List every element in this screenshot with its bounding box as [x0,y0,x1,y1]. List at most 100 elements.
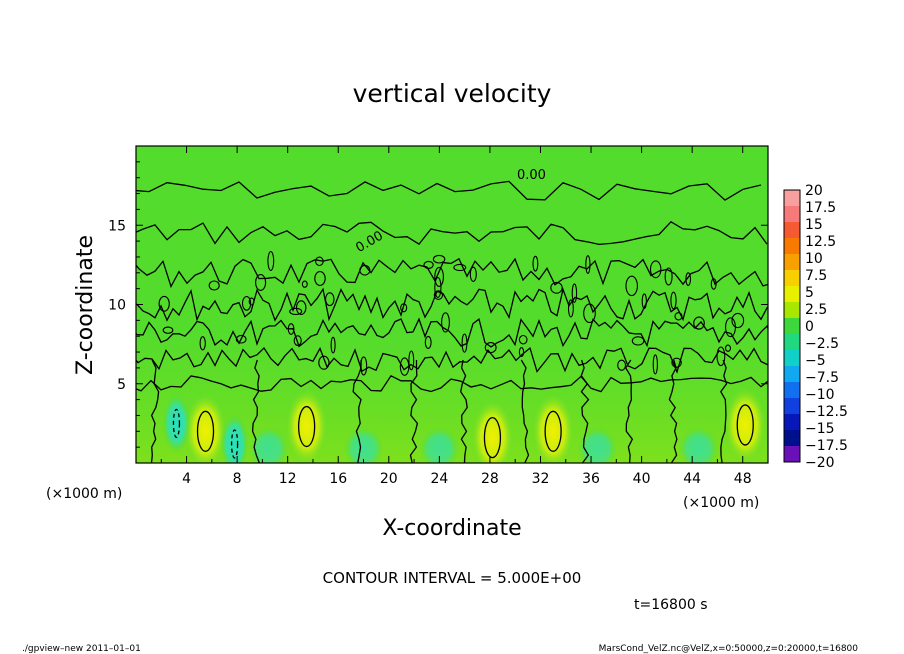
small-contour [399,357,410,376]
z-unit-label: (×1000 m) [683,495,759,511]
small-contour [461,333,468,353]
small-contour [248,297,255,306]
colorbar-label: −12.5 [805,404,848,420]
colorbar-label: 20 [805,183,823,199]
small-contour [432,254,446,264]
colorbar-swatch [784,366,800,383]
zero-contour [136,257,768,289]
small-contour [724,344,732,352]
small-contour [518,347,525,358]
x-unit-label: (×1000 m) [46,486,122,502]
downdraft-cell [220,413,249,463]
small-contour [295,300,307,315]
colorbar-label: −15 [805,421,835,437]
x-tick-label: 28 [481,471,499,487]
small-contour [641,293,647,310]
plot-area [136,146,768,463]
small-contour [325,292,335,307]
small-contour [664,267,673,286]
small-contour [583,303,596,324]
small-contour [235,334,247,344]
colorbar-swatch [784,286,800,303]
small-contour [408,350,415,371]
small-contour [469,266,477,282]
x-tick-label: 40 [633,471,651,487]
plume-boundary [352,359,362,463]
chart-title: vertical velocity [353,79,552,108]
colorbar-swatch [784,190,800,207]
x-tick-label: 8 [233,471,242,487]
zero-contour [136,346,768,374]
y-tick-label: 15 [108,218,126,234]
small-contour [670,291,677,310]
y-tick-label: 5 [117,377,126,393]
colorbar-swatch [784,398,800,415]
zero-contour [136,180,762,201]
colorbar-swatch [784,270,800,287]
small-contour [289,307,303,316]
downdraft-contour [230,429,239,459]
colorbar-swatch [784,334,800,351]
small-contour [434,266,444,287]
updraft-contour [196,410,215,452]
x-axis-label: X-coordinate [382,516,521,541]
zero-contour [136,287,768,322]
colorbar-swatch [784,350,800,367]
y-axis: 5 10 15 [108,161,768,448]
colorbar-label: −5 [805,353,826,369]
updraft-cell [723,384,768,463]
plume-boundary [460,359,468,463]
small-contour [301,280,308,288]
updraft-cell [470,397,515,463]
small-contour [255,274,267,291]
updraft-contour [297,405,316,448]
contour-label: 0.00 [517,168,546,183]
small-contour [287,323,295,335]
colorbar-label: 7.5 [805,268,827,284]
updraft-contour [483,416,502,459]
footer-right: MarsCond_VelZ.nc@VelZ,x=0:50000,z=0:2000… [599,644,859,654]
small-contour [518,334,528,345]
small-contour [453,263,467,272]
updraft-cell [183,391,228,463]
small-contour [158,295,170,312]
small-contour [716,346,726,367]
colorbar-swatch [784,430,800,447]
small-contour [685,272,692,286]
small-contour [550,281,563,294]
colorbar-swatch [784,318,800,335]
small-contour [267,251,275,271]
plume-boundary [520,359,530,463]
small-contour [208,280,220,291]
downdraft-cell [248,426,289,463]
colorbar: 2017.51512.5107.552.50−2.5−5−7.5−10−12.5… [783,183,848,471]
colorbar-label: 15 [805,217,823,233]
small-contour [433,290,444,300]
colorbar-label: −10 [805,387,835,403]
x-tick-label: 12 [279,471,297,487]
colorbar-label: 17.5 [805,200,836,216]
x-tick-label: 20 [380,471,398,487]
colorbar-label: −17.5 [805,438,848,454]
small-contour [674,312,683,321]
footer-left: ./gpview–new 2011–01–01 [22,644,141,654]
colorbar-swatch [784,238,800,255]
colorbar-swatch [784,382,800,399]
small-contour [731,312,745,329]
small-contour [162,326,174,334]
colorbar-label: 5 [805,285,814,301]
colorbar-frame [783,189,801,463]
plume-boundary [624,359,634,463]
colorbar-swatch [784,254,800,271]
colorbar-swatch [784,446,800,463]
plume-boundary [580,359,590,463]
x-tick-label: 32 [532,471,550,487]
colorbar-swatch [784,414,800,431]
colorbar-swatch [784,206,800,223]
updraft-contour [544,410,562,452]
small-contour [241,296,252,311]
downdraft-cell [577,426,618,463]
small-contour [199,336,206,351]
updraft-cell [284,386,329,463]
